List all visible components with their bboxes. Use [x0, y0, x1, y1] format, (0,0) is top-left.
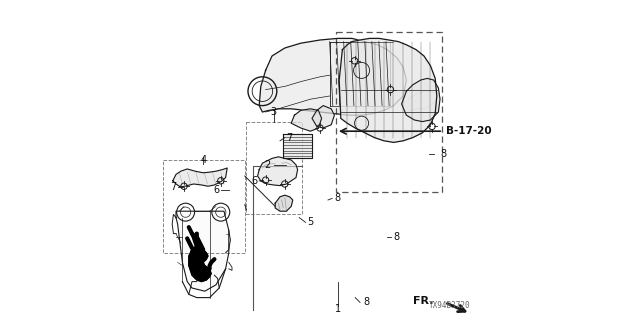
Polygon shape: [173, 168, 227, 187]
Text: 2: 2: [264, 160, 270, 170]
Polygon shape: [291, 109, 322, 131]
Text: 6: 6: [252, 176, 258, 186]
Polygon shape: [259, 38, 406, 115]
Text: 7: 7: [287, 132, 292, 143]
Text: 8: 8: [364, 297, 369, 308]
Polygon shape: [176, 211, 229, 291]
Text: 5: 5: [307, 217, 314, 228]
Text: FR.: FR.: [413, 296, 434, 307]
Text: 8: 8: [394, 232, 400, 242]
Polygon shape: [312, 106, 334, 128]
Polygon shape: [258, 157, 298, 186]
Text: 8: 8: [334, 193, 340, 204]
Text: B-17-20: B-17-20: [447, 126, 492, 136]
Text: 4: 4: [200, 155, 206, 165]
Polygon shape: [283, 134, 312, 158]
Polygon shape: [275, 195, 292, 211]
Text: 6: 6: [213, 185, 219, 196]
Text: 1: 1: [335, 304, 340, 314]
Text: 3: 3: [271, 107, 276, 117]
Text: TX94B3720: TX94B3720: [429, 301, 470, 310]
Polygon shape: [339, 38, 437, 142]
Polygon shape: [402, 78, 440, 122]
Polygon shape: [189, 246, 211, 282]
Text: 8: 8: [440, 148, 446, 159]
Text: 7: 7: [170, 181, 177, 192]
